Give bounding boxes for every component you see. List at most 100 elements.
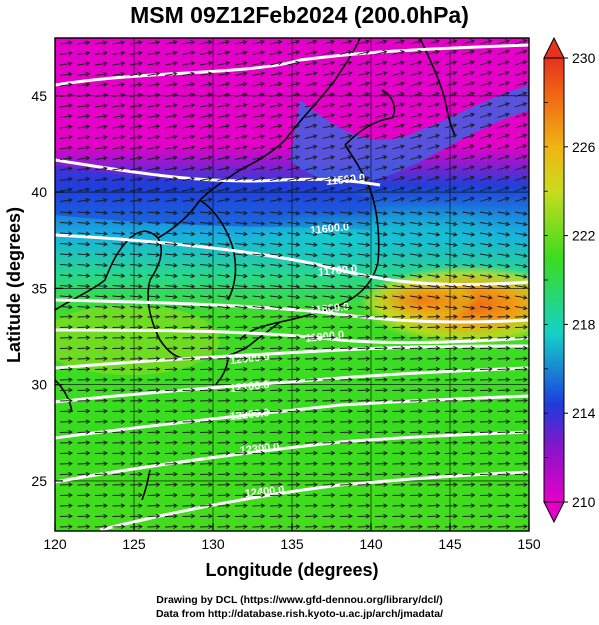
wind-arrow bbox=[147, 513, 161, 519]
wind-arrow bbox=[304, 419, 318, 425]
wind-arrow bbox=[287, 524, 301, 530]
wind-arrow bbox=[357, 242, 371, 247]
wind-arrow bbox=[444, 429, 458, 435]
wind-arrow bbox=[217, 305, 231, 310]
wind-arrow bbox=[164, 440, 178, 446]
wind-arrow bbox=[94, 377, 108, 383]
wind-arrow bbox=[59, 366, 73, 372]
wind-arrow bbox=[164, 387, 178, 393]
wind-arrow bbox=[129, 335, 143, 341]
wind-arrow bbox=[94, 155, 108, 161]
wind-arrow bbox=[199, 284, 213, 289]
wind-arrow bbox=[444, 196, 458, 202]
wind-arrow bbox=[427, 366, 441, 372]
wind-arrow bbox=[322, 419, 336, 425]
wind-arrow bbox=[269, 221, 283, 226]
wind-arrow bbox=[339, 71, 353, 76]
wind-arrow bbox=[479, 284, 493, 290]
wind-arrow bbox=[182, 273, 196, 279]
wind-arrow bbox=[427, 144, 440, 150]
wind-arrow bbox=[322, 482, 336, 488]
wind-arrow bbox=[182, 61, 196, 66]
wind-arrow bbox=[497, 356, 511, 362]
contour-label: 11800.0 bbox=[310, 301, 350, 317]
wind-arrow bbox=[322, 305, 336, 310]
wind-arrow bbox=[497, 123, 510, 129]
wind-arrow bbox=[147, 345, 161, 351]
wind-arrow bbox=[409, 492, 423, 498]
wind-arrow bbox=[59, 252, 73, 257]
wind-arrow bbox=[217, 252, 231, 258]
wind-arrow bbox=[164, 305, 178, 310]
wind-arrow bbox=[462, 70, 475, 76]
wind-arrow bbox=[322, 471, 336, 477]
wind-arrow bbox=[94, 398, 108, 404]
wind-arrow bbox=[497, 419, 511, 425]
wind-arrow bbox=[94, 92, 108, 98]
wind-arrow bbox=[252, 471, 266, 477]
wind-arrow bbox=[147, 113, 161, 119]
wind-arrow bbox=[357, 221, 371, 226]
wind-arrow bbox=[182, 398, 196, 404]
wind-arrow bbox=[199, 50, 213, 56]
wind-arrow bbox=[479, 211, 493, 216]
wind-arrow bbox=[392, 242, 406, 248]
wind-arrow bbox=[462, 186, 475, 192]
wind-arrow bbox=[462, 102, 475, 108]
wind-arrow bbox=[497, 482, 511, 488]
wind-arrow bbox=[94, 210, 108, 215]
wind-arrow bbox=[409, 252, 423, 258]
wind-arrow bbox=[339, 524, 353, 530]
wind-arrow bbox=[59, 324, 73, 330]
x-tick-label: 135 bbox=[280, 536, 304, 552]
wind-arrow bbox=[269, 123, 283, 129]
wind-arrow bbox=[427, 274, 441, 279]
wind-arrow bbox=[147, 419, 161, 425]
wind-arrow bbox=[217, 61, 231, 66]
wind-arrow bbox=[357, 377, 371, 383]
wind-arrow bbox=[129, 324, 143, 330]
wind-arrow bbox=[462, 91, 475, 97]
wind-arrow bbox=[322, 284, 336, 289]
wind-arrow bbox=[462, 524, 476, 530]
wind-arrow bbox=[392, 429, 406, 435]
wind-arrow bbox=[339, 305, 353, 310]
wind-arrow bbox=[164, 252, 178, 258]
wind-arrow bbox=[409, 112, 423, 118]
wind-arrow bbox=[59, 187, 73, 193]
wind-arrow bbox=[217, 197, 231, 203]
wind-arrow bbox=[339, 50, 353, 55]
wind-arrow bbox=[374, 197, 388, 202]
wind-arrow bbox=[339, 60, 353, 66]
wind-arrow bbox=[234, 155, 248, 160]
wind-arrow bbox=[357, 492, 371, 498]
wind-arrow bbox=[269, 134, 283, 139]
wind-arrow bbox=[357, 440, 371, 446]
wind-arrow bbox=[287, 356, 301, 362]
wind-arrow bbox=[252, 263, 266, 268]
wind-arrow bbox=[409, 81, 423, 87]
wind-arrow bbox=[287, 242, 301, 247]
wind-arrow bbox=[199, 103, 213, 108]
wind-arrow bbox=[497, 196, 510, 202]
wind-arrow bbox=[252, 144, 266, 150]
wind-arrow bbox=[497, 503, 511, 509]
wind-arrow bbox=[322, 398, 336, 404]
wind-arrow bbox=[129, 187, 143, 192]
wind-arrow bbox=[304, 123, 318, 129]
wind-arrow bbox=[112, 419, 126, 425]
wind-arrow bbox=[304, 294, 318, 300]
wind-arrow bbox=[147, 324, 161, 330]
wind-arrow bbox=[479, 450, 493, 456]
wind-arrow bbox=[164, 40, 178, 45]
wind-arrow bbox=[514, 503, 528, 509]
wind-arrow bbox=[479, 102, 493, 108]
wind-arrow bbox=[234, 513, 248, 519]
wind-arrow bbox=[234, 197, 248, 202]
wind-arrow bbox=[409, 154, 423, 160]
wind-arrow bbox=[304, 440, 318, 446]
wind-arrow bbox=[497, 387, 511, 393]
wind-arrow bbox=[94, 294, 108, 299]
wind-arrow bbox=[234, 524, 248, 530]
wind-arrow bbox=[269, 155, 283, 160]
